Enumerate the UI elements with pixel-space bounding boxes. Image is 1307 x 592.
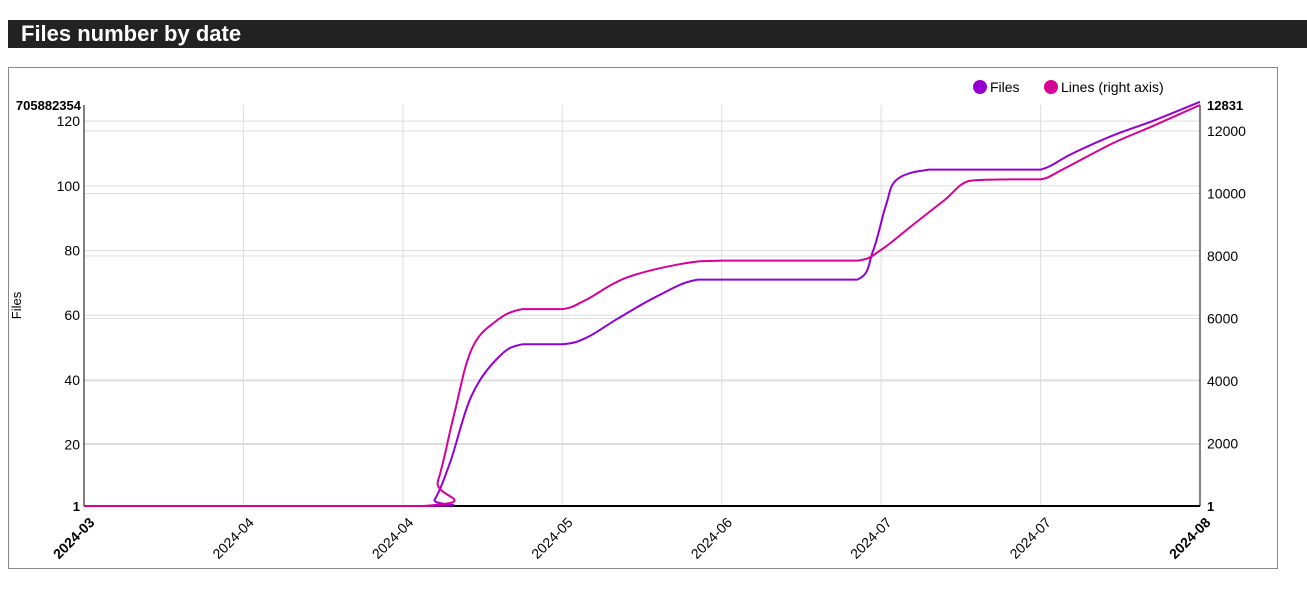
y-right-tick-label: 12000	[1207, 123, 1246, 139]
series-line-files	[83, 100, 1201, 508]
x-tick-label: 2024-05	[528, 514, 576, 562]
x-tick-label: 2024-03	[50, 514, 98, 562]
legend-label: Lines (right axis)	[1061, 79, 1164, 95]
legend-label: Files	[990, 79, 1020, 95]
y-right-tick-label: 2000	[1207, 436, 1238, 452]
legend-item-files[interactable]: Files	[973, 79, 1020, 95]
y-right-tick-label: 4000	[1207, 373, 1238, 389]
legend-item-lines[interactable]: Lines (right axis)	[1044, 79, 1164, 95]
y-left-tick-label: 120	[57, 113, 81, 129]
y-left-min-label: 1	[73, 499, 80, 514]
y-left-tick-label: 80	[64, 243, 80, 259]
y-axis-title: Files	[9, 291, 24, 319]
y-right-max-label: 12831	[1207, 98, 1243, 113]
x-tick-label: 2024-08	[1166, 514, 1214, 562]
x-tick-label: 2024-06	[688, 514, 736, 562]
chart-container: 705882354 20 40 60 80 100 120 1 12831 2000 4000 600…	[8, 67, 1278, 569]
series-line-lines	[83, 104, 1201, 508]
y-left-tick-label: 20	[64, 437, 80, 453]
y-right-tick-label: 8000	[1207, 248, 1238, 264]
files-by-date-chart: 705882354 20 40 60 80 100 120 1 12831 2000 4000 600…	[9, 79, 1246, 562]
y-left-tick-label: 100	[57, 178, 81, 194]
x-tick-label: 2024-04	[369, 514, 417, 562]
y-left-tick-label: 60	[64, 307, 80, 323]
y-right-tick-label: 10000	[1207, 185, 1246, 201]
y-right-tick-label: 6000	[1207, 311, 1238, 327]
x-tick-label: 2024-07	[1006, 514, 1054, 562]
y-left-tick-label: 40	[64, 372, 80, 388]
y-left-max-label: 705882354	[16, 98, 82, 113]
x-tick-label: 2024-07	[847, 514, 895, 562]
legend-marker	[1044, 80, 1058, 94]
x-tick-label: 2024-04	[209, 514, 257, 562]
page-title: Files number by date	[21, 21, 242, 46]
y-right-min-label: 1	[1207, 499, 1214, 514]
legend-marker	[973, 80, 987, 94]
chart-header: Files number by date	[8, 20, 1307, 48]
